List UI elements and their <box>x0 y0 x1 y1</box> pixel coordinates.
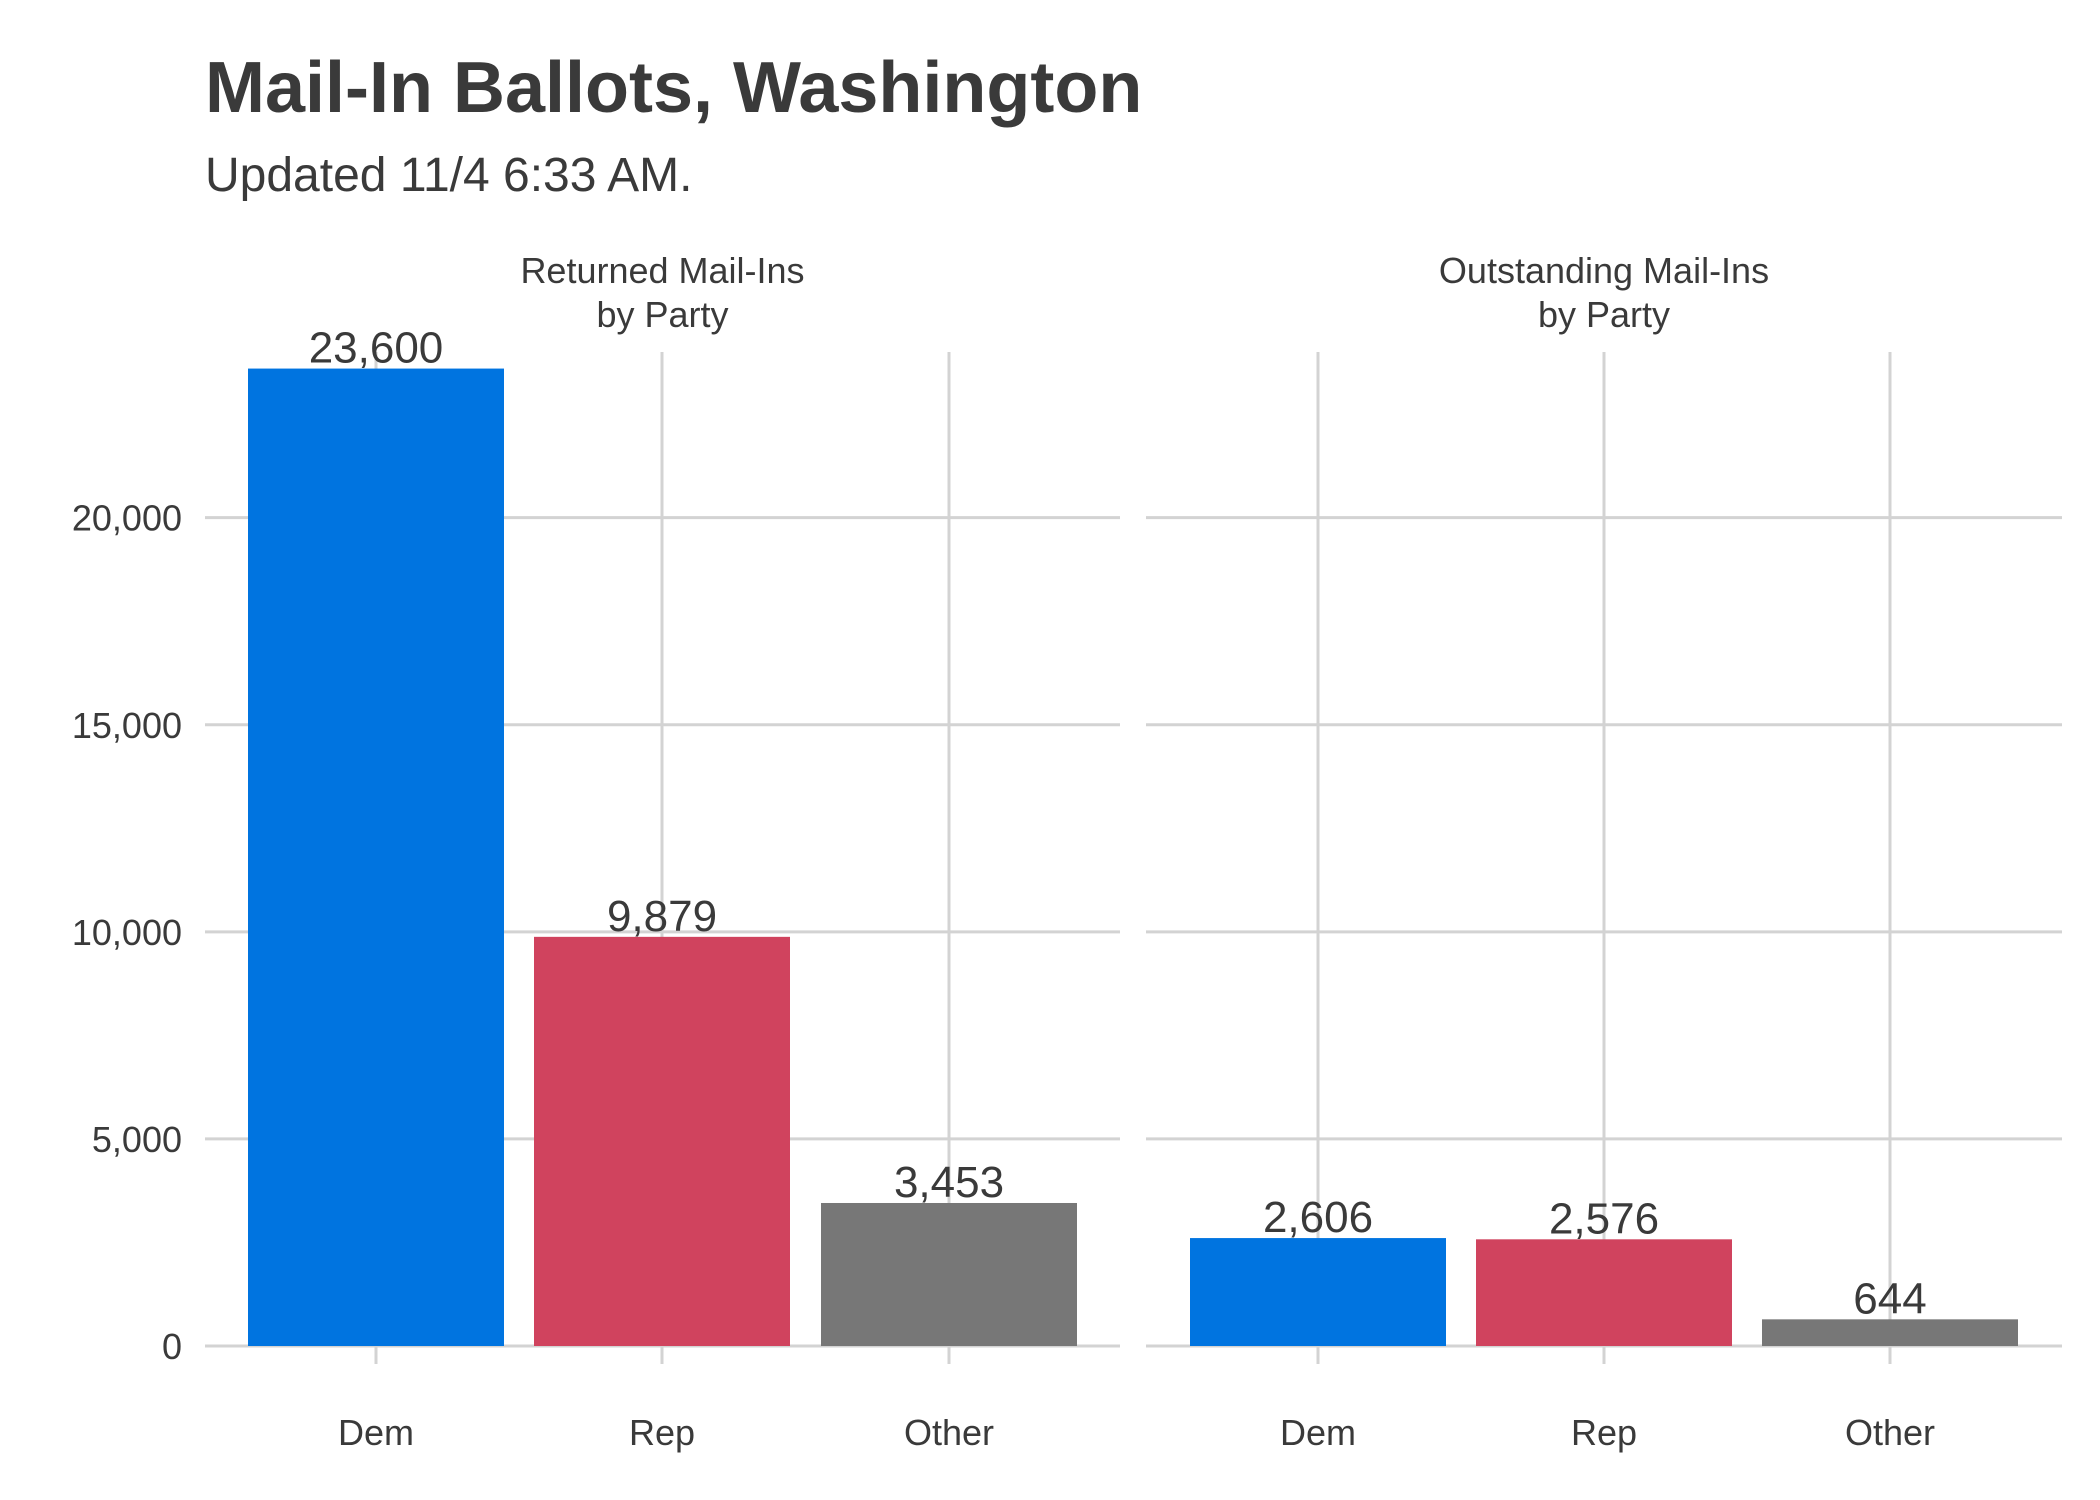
y-tick-label: 10,000 <box>72 912 182 953</box>
bar-other <box>821 1202 1077 1346</box>
x-tick-label: Other <box>904 1412 994 1453</box>
y-tick-label: 15,000 <box>72 705 182 746</box>
facet-title-line: by Party <box>1538 294 1670 335</box>
y-tick-label: 5,000 <box>92 1119 182 1160</box>
x-tick-label: Other <box>1845 1412 1935 1453</box>
chart-title: Mail-In Ballots, Washington <box>205 48 1143 128</box>
bar-rep <box>534 936 790 1346</box>
data-label: 3,453 <box>894 1158 1004 1207</box>
bar-rep <box>1476 1239 1732 1346</box>
x-tick-label: Dem <box>338 1412 414 1453</box>
facet-title-line: Returned Mail-Ins <box>520 250 804 291</box>
bar-dem <box>248 368 504 1347</box>
bar-dem <box>1190 1238 1446 1346</box>
data-label: 644 <box>1853 1274 1926 1323</box>
y-tick-label: 0 <box>162 1326 182 1367</box>
chart-subtitle: Updated 11/4 6:33 AM. <box>205 149 693 202</box>
facet-title-line: Outstanding Mail-Ins <box>1439 250 1769 291</box>
facet-title-line: by Party <box>596 294 728 335</box>
data-label: 2,606 <box>1263 1193 1373 1242</box>
data-label: 2,576 <box>1549 1194 1659 1243</box>
x-tick-label: Rep <box>1571 1412 1637 1453</box>
bar-other <box>1762 1319 2018 1346</box>
data-label: 23,600 <box>309 324 444 373</box>
data-label: 9,879 <box>607 892 717 941</box>
x-tick-label: Dem <box>1280 1412 1356 1453</box>
x-tick-label: Rep <box>629 1412 695 1453</box>
y-tick-label: 20,000 <box>72 498 182 539</box>
